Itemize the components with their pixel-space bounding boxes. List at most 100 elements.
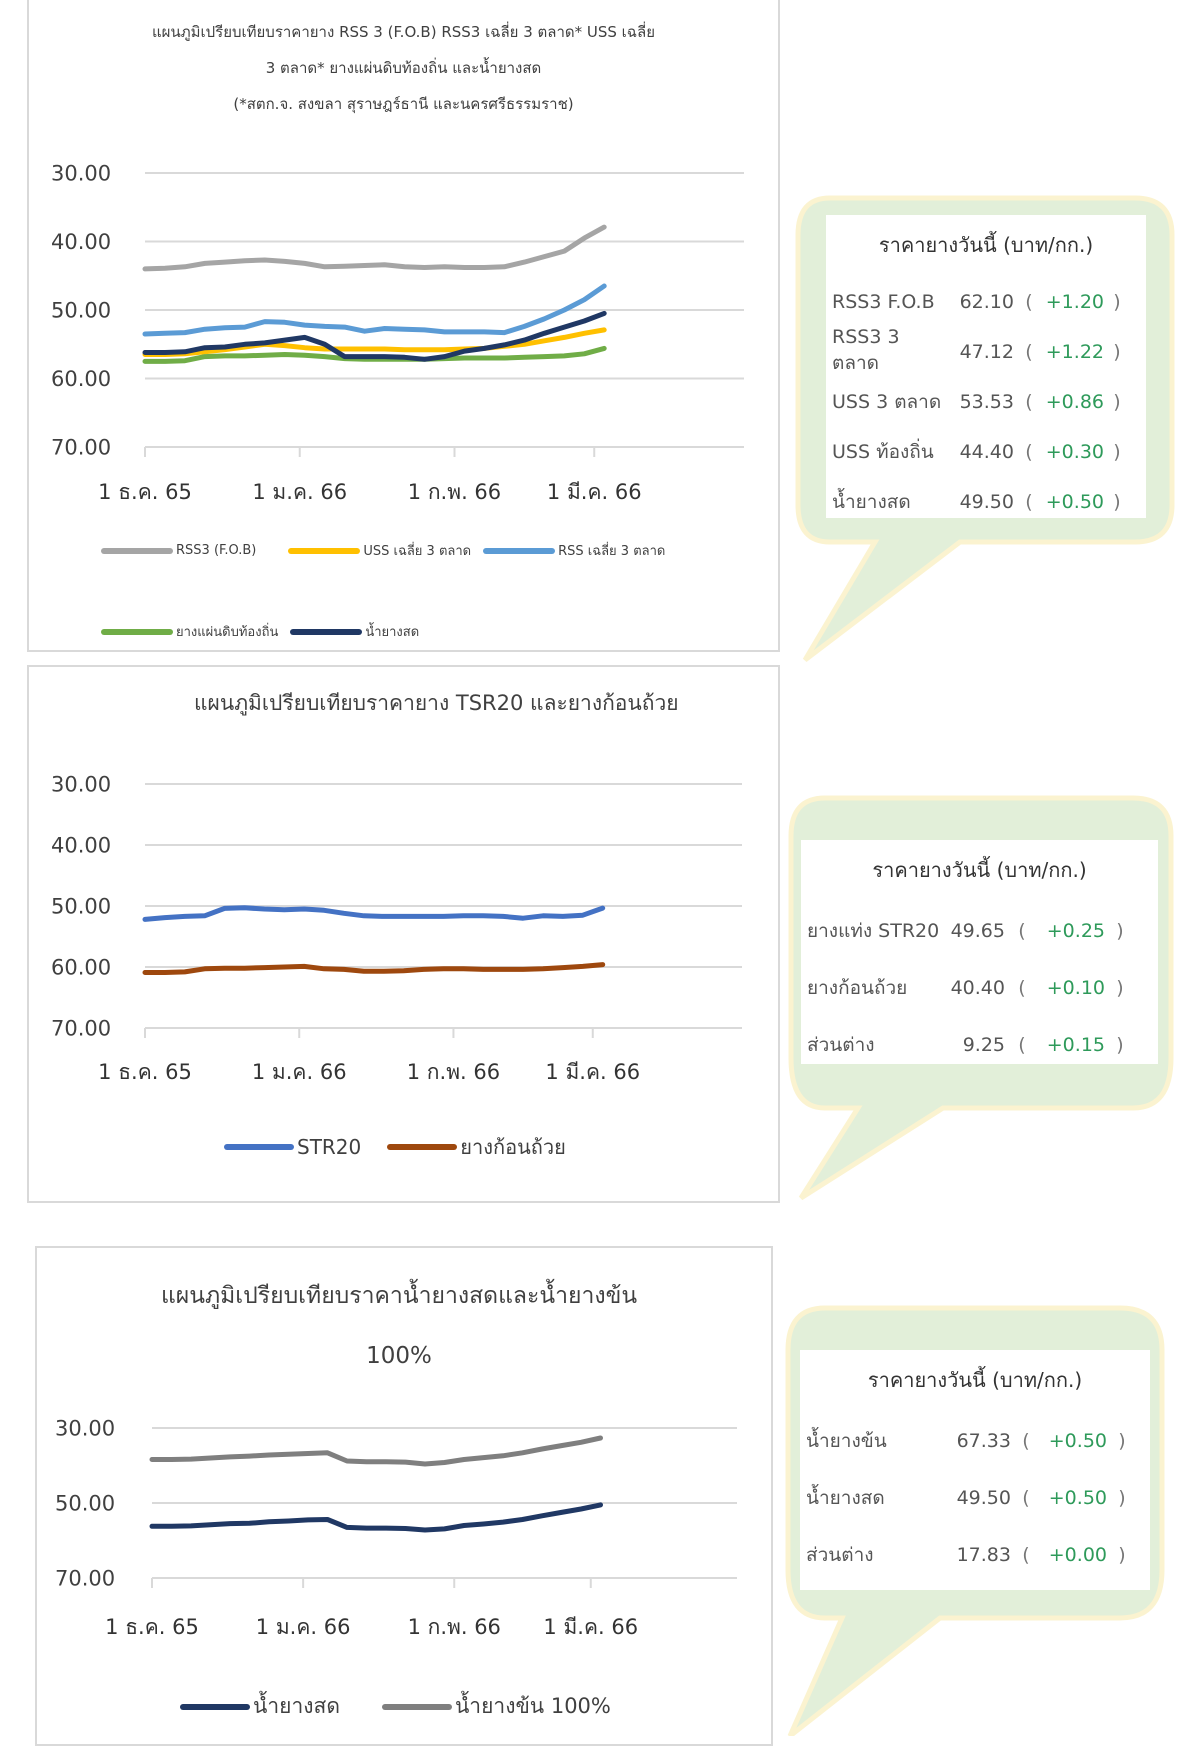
paren-open: ( xyxy=(1018,1033,1026,1056)
chart3-plot-area: 70.00 50.00 30.00 1 ธ.ค. 65 1 ม.ค. 66 1 ก.พ. … xyxy=(55,1416,737,1639)
price-row: ยางก้อนถ้วย 40.40 (+0.10) xyxy=(807,959,1152,1016)
series-line xyxy=(149,1435,603,1467)
paren-open: ( xyxy=(1022,1486,1030,1509)
paren-close: ) xyxy=(1118,1429,1126,1452)
legend-item-local-sheet: ยางแผ่นดิบท้องถิ่น xyxy=(101,621,278,642)
chart1-plot-area: 70.00 60.00 50.00 40.00 30.00 1 ธ.ค. 65 1 ม.ค.… xyxy=(51,161,744,504)
price-value: 62.10 xyxy=(959,291,1014,313)
series-line xyxy=(142,962,606,975)
price-value: 40.40 xyxy=(950,976,1005,999)
chart3-title: แผนภูมิเปรียบเทียบราคาน้ำยางสดและน้ำยางข… xyxy=(27,1266,771,1386)
paren-close: ) xyxy=(1116,976,1124,999)
price-change: +0.25 xyxy=(1046,919,1105,942)
price-value: 9.25 xyxy=(962,1033,1005,1056)
paren-close: ) xyxy=(1113,391,1121,413)
chart3-legend: น้ำยางสด น้ำยางข้น 100% xyxy=(180,1690,623,1723)
x-tick-label: 1 ธ.ค. 65 xyxy=(105,1615,199,1639)
price-change: +0.86 xyxy=(1045,391,1104,413)
chart1-title-line-2: 3 ตลาด* ยางแผ่นดิบท้องถิ่น และน้ำยางสด xyxy=(265,59,542,77)
price-label: ยางก้อนถ้วย xyxy=(807,976,908,999)
y-tick-label: 50.00 xyxy=(51,894,111,918)
legend-label: STR20 xyxy=(297,1135,362,1159)
paren-close: ) xyxy=(1118,1486,1126,1509)
price-change: +1.20 xyxy=(1045,291,1104,313)
paren-close: ) xyxy=(1116,919,1124,942)
price-change: +0.50 xyxy=(1045,491,1104,513)
y-tick-label: 30.00 xyxy=(51,772,111,796)
y-tick-label: 50.00 xyxy=(51,298,111,322)
price-row: น้ำยางสด 49.50 (+0.50) xyxy=(806,1469,1144,1526)
series-line xyxy=(142,327,607,357)
price-row: ส่วนต่าง 17.83 (+0.00) xyxy=(806,1526,1144,1583)
legend-swatch-uss-avg3 xyxy=(288,547,361,554)
price-bubble-3: ราคายางวันนี้ (บาท/กก.) น้ำยางข้น 67.33 (+… xyxy=(780,1300,1170,1736)
legend-item-field-latex: น้ำยางสด xyxy=(290,621,419,642)
x-tick-label: 1 ธ.ค. 65 xyxy=(98,480,192,504)
legend-label: USS เฉลี่ย 3 ตลาด xyxy=(363,544,472,559)
chart2-plot-area: 70.00 60.00 50.00 40.00 30.00 1 ธ.ค. 65 1 ม.ค.… xyxy=(51,772,742,1084)
x-tick-label: 1 ก.พ. 66 xyxy=(408,1615,501,1639)
price-label: น้ำยางสด xyxy=(806,1486,885,1509)
paren-open: ( xyxy=(1025,491,1033,513)
paren-open: ( xyxy=(1025,441,1033,463)
price-table-1: ราคายางวันนี้ (บาท/กก.) RSS3 F.O.B 62.10 (… xyxy=(826,215,1146,518)
paren-open: ( xyxy=(1025,391,1033,413)
legend-swatch-rss3-fob xyxy=(101,547,173,554)
price-change: +0.15 xyxy=(1046,1033,1105,1056)
price-change: +0.30 xyxy=(1045,441,1104,463)
paren-close: ) xyxy=(1113,491,1121,513)
price-table-2: ราคายางวันนี้ (บาท/กก.) ยางแท่ง STR20 49.… xyxy=(801,840,1158,1064)
chart-tsr20-cuplump: แผนภูมิเปรียบเทียบราคายาง TSR20 และยางก้… xyxy=(27,665,780,1203)
legend-label: RSS เฉลี่ย 3 ตลาด xyxy=(558,544,666,559)
paren-close: ) xyxy=(1113,291,1121,313)
price-label: USS 3 ตลาด xyxy=(832,391,942,413)
price-change: +1.22 xyxy=(1045,341,1104,363)
paren-close: ) xyxy=(1116,1033,1124,1056)
price-row: RSS3 3 ตลาด 47.12 (+1.22) xyxy=(832,326,1140,377)
y-tick-label: 40.00 xyxy=(51,833,111,857)
price-bubble-1: ราคายางวันนี้ (บาท/กก.) RSS3 F.O.B 62.10 (… xyxy=(790,190,1180,665)
price-table-3: ราคายางวันนี้ (บาท/กก.) น้ำยางข้น 67.33 (+… xyxy=(800,1350,1150,1590)
legend-swatch-field-latex xyxy=(180,1703,250,1710)
price-label: ยางแท่ง STR20 xyxy=(807,919,940,942)
price-value: 49.65 xyxy=(950,919,1005,942)
series-line xyxy=(142,283,607,337)
x-tick-label: 1 ธ.ค. 65 xyxy=(98,1060,192,1084)
paren-open: ( xyxy=(1018,919,1026,942)
y-tick-label: 30.00 xyxy=(51,161,111,185)
legend-item-cup-lump: ยางก้อนถ้วย xyxy=(387,1131,566,1163)
y-tick-label: 60.00 xyxy=(51,955,111,979)
chart1-legend: RSS3 (F.O.B) USS เฉลี่ย 3 ตลาด RSS เฉลี่… xyxy=(101,540,761,642)
paren-close: ) xyxy=(1113,341,1121,363)
price-row: USS ท้องถิ่น 44.40 (+0.30) xyxy=(832,427,1140,477)
x-tick-label: 1 มี.ค. 66 xyxy=(545,1060,640,1084)
y-tick-label: 60.00 xyxy=(51,367,111,391)
chart1-title: แผนภูมิเปรียบเทียบราคายาง RSS 3 (F.O.B) … xyxy=(29,14,778,122)
y-tick-label: 70.00 xyxy=(51,435,111,459)
legend-item-uss-avg3: USS เฉลี่ย 3 ตลาด xyxy=(288,540,471,561)
chart-rss-uss-latex: แผนภูมิเปรียบเทียบราคายาง RSS 3 (F.O.B) … xyxy=(27,0,780,652)
x-tick-label: 1 ม.ค. 66 xyxy=(252,480,347,504)
x-tick-label: 1 ม.ค. 66 xyxy=(256,1615,351,1639)
price-row: RSS3 F.O.B 62.10 (+1.20) xyxy=(832,277,1140,327)
price-label: น้ำยางสด xyxy=(832,491,911,513)
price-row: ส่วนต่าง 9.25 ( +0.15) xyxy=(807,1016,1152,1073)
paren-open: ( xyxy=(1022,1429,1030,1452)
price-row: น้ำยางสด 49.50 (+0.50) xyxy=(832,477,1140,527)
legend-label: น้ำยางข้น 100% xyxy=(454,1694,611,1718)
price-value: 47.12 xyxy=(959,341,1014,363)
price-label: RSS3 F.O.B xyxy=(832,291,935,313)
legend-item-concentrated-latex: น้ำยางข้น 100% xyxy=(381,1690,611,1723)
price-row: น้ำยางข้น 67.33 (+0.50) xyxy=(806,1412,1144,1469)
price-value: 17.83 xyxy=(956,1543,1011,1566)
chart3-title-line-2: 100% xyxy=(366,1343,432,1369)
price-label: ส่วนต่าง xyxy=(807,1033,875,1056)
x-tick-label: 1 มี.ค. 66 xyxy=(547,480,642,504)
y-tick-label: 70.00 xyxy=(55,1566,115,1590)
price-label: USS ท้องถิ่น xyxy=(832,441,934,463)
legend-item-rss-avg3: RSS เฉลี่ย 3 ตลาด xyxy=(483,540,665,561)
price-change: +0.50 xyxy=(1048,1429,1107,1452)
paren-close: ) xyxy=(1118,1543,1126,1566)
chart1-title-line-3: (*สตก.จ. สงขลา สุราษฎร์ธานี และนครศรีธรร… xyxy=(233,95,574,113)
paren-open: ( xyxy=(1025,341,1033,363)
